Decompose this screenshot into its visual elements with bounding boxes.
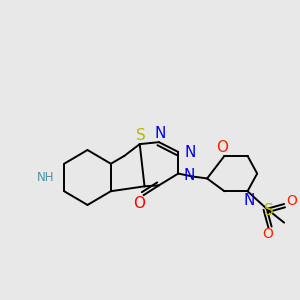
Text: O: O [286,194,297,208]
Text: S: S [136,128,146,143]
Text: O: O [262,227,273,242]
Text: S: S [264,203,274,218]
Text: N: N [154,126,166,141]
Text: N: N [184,146,196,160]
Text: NH: NH [37,171,55,184]
Text: N: N [244,193,255,208]
Text: N: N [183,168,194,183]
Text: O: O [217,140,229,154]
Text: O: O [133,196,145,211]
